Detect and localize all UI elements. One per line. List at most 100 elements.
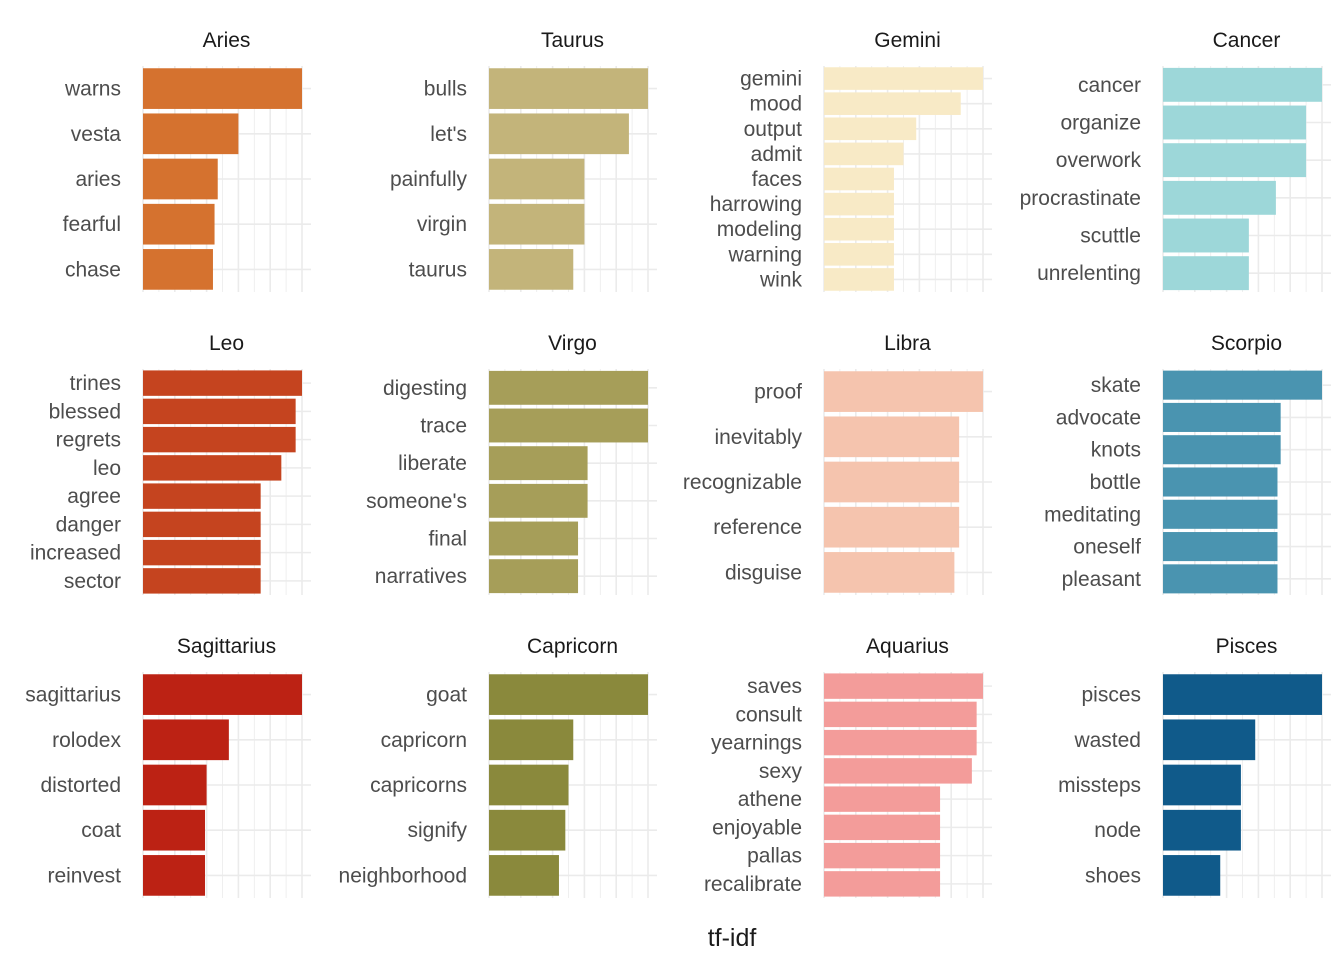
bar-leo-0: [143, 370, 302, 396]
category-label-capricorn-4: neighborhood: [339, 864, 467, 887]
bar-leo-2: [143, 426, 296, 453]
facet-title-gemini: Gemini: [874, 29, 941, 52]
category-label-capricorn-3: signify: [407, 819, 467, 842]
category-label-scorpio-1: advocate: [1056, 406, 1141, 429]
bar-gemini-3: [824, 142, 904, 166]
bar-libra-1: [824, 416, 960, 458]
bar-gemini-4: [824, 167, 894, 191]
category-label-cancer-4: scuttle: [1080, 225, 1141, 248]
category-label-leo-0: trines: [70, 372, 121, 395]
bar-libra-3: [824, 506, 960, 548]
category-label-libra-1: inevitably: [714, 426, 802, 449]
bar-gemini-8: [824, 268, 894, 291]
bar-aries-2: [143, 158, 218, 200]
facet-title-capricorn: Capricorn: [527, 635, 618, 658]
category-label-libra-2: recognizable: [683, 471, 802, 494]
bar-libra-4: [824, 552, 955, 593]
category-label-aquarius-0: saves: [747, 675, 802, 698]
category-label-aries-1: vesta: [71, 123, 122, 146]
category-label-aquarius-3: sexy: [759, 760, 803, 783]
bar-cancer-4: [1163, 218, 1249, 253]
bar-sagittarius-0: [143, 674, 302, 715]
bar-aries-3: [143, 203, 215, 245]
bar-gemini-2: [824, 117, 917, 141]
category-label-capricorn-0: goat: [426, 684, 467, 707]
bar-libra-0: [824, 371, 983, 412]
bar-sagittarius-2: [143, 764, 207, 806]
bar-virgo-4: [489, 521, 579, 556]
bar-gemini-1: [824, 92, 961, 115]
category-label-pisces-0: pisces: [1081, 684, 1141, 707]
bar-pisces-3: [1163, 809, 1241, 851]
category-label-gemini-4: faces: [752, 168, 802, 191]
category-label-capricorn-2: capricorns: [370, 774, 467, 797]
category-label-aquarius-7: recalibrate: [704, 873, 802, 896]
bar-cancer-0: [1163, 67, 1322, 102]
category-label-leo-6: increased: [30, 542, 121, 565]
category-label-aquarius-5: enjoyable: [712, 816, 802, 839]
category-label-cancer-1: organize: [1060, 112, 1141, 135]
category-label-sagittarius-2: distorted: [40, 774, 121, 797]
bar-leo-5: [143, 511, 261, 538]
bar-aquarius-4: [824, 786, 941, 812]
bar-pisces-0: [1163, 674, 1322, 715]
category-label-gemini-1: mood: [749, 93, 802, 116]
facet-title-sagittarius: Sagittarius: [177, 635, 276, 658]
bar-taurus-3: [489, 203, 585, 245]
category-label-virgo-0: digesting: [383, 377, 467, 400]
category-label-aries-0: warns: [64, 78, 121, 101]
category-label-leo-4: agree: [67, 485, 121, 508]
category-label-gemini-2: output: [744, 118, 803, 141]
bar-taurus-2: [489, 158, 585, 200]
bar-capricorn-3: [489, 809, 566, 851]
category-label-aquarius-2: yearnings: [711, 732, 802, 755]
category-label-scorpio-2: knots: [1091, 439, 1141, 462]
category-label-scorpio-4: meditating: [1044, 503, 1141, 526]
bar-aries-0: [143, 68, 302, 109]
bar-virgo-0: [489, 370, 648, 405]
category-label-taurus-2: painfully: [390, 168, 468, 191]
category-label-cancer-5: unrelenting: [1037, 262, 1141, 285]
bar-leo-1: [143, 398, 296, 425]
category-label-virgo-1: trace: [420, 415, 467, 438]
facet-title-scorpio: Scorpio: [1211, 332, 1282, 355]
bar-leo-7: [143, 568, 261, 594]
facet-title-cancer: Cancer: [1213, 29, 1281, 52]
category-label-taurus-3: virgin: [417, 213, 467, 236]
category-label-leo-5: danger: [56, 513, 121, 536]
bar-aries-4: [143, 249, 213, 290]
bar-capricorn-0: [489, 674, 648, 715]
bar-gemini-5: [824, 192, 894, 216]
bar-virgo-1: [489, 408, 648, 443]
category-label-cancer-2: overwork: [1056, 149, 1142, 172]
bar-cancer-1: [1163, 105, 1307, 140]
bar-leo-6: [143, 539, 261, 566]
bar-sagittarius-1: [143, 719, 229, 761]
bar-scorpio-0: [1163, 370, 1322, 400]
x-axis-label: tf-idf: [708, 924, 757, 952]
category-label-libra-4: disguise: [725, 561, 802, 584]
category-label-aries-2: aries: [75, 168, 121, 191]
category-label-leo-2: regrets: [56, 429, 121, 452]
category-label-gemini-8: wink: [759, 268, 803, 291]
bar-aquarius-1: [824, 701, 977, 728]
bar-taurus-4: [489, 249, 574, 290]
bar-capricorn-1: [489, 719, 574, 761]
category-label-aquarius-1: consult: [735, 703, 802, 726]
category-label-aries-4: chase: [65, 258, 121, 281]
category-label-libra-3: reference: [713, 516, 802, 539]
category-label-sagittarius-0: sagittarius: [25, 684, 121, 707]
category-label-aries-3: fearful: [63, 213, 121, 236]
category-label-sagittarius-4: reinvest: [47, 864, 121, 887]
bar-virgo-5: [489, 559, 579, 594]
category-label-gemini-6: modeling: [717, 218, 802, 241]
category-label-leo-1: blessed: [49, 400, 121, 423]
bar-scorpio-2: [1163, 435, 1281, 465]
bar-aquarius-2: [824, 729, 977, 756]
category-label-virgo-2: liberate: [398, 452, 467, 475]
bar-gemini-0: [824, 67, 983, 90]
bar-virgo-2: [489, 446, 588, 481]
category-label-scorpio-6: pleasant: [1062, 568, 1142, 591]
